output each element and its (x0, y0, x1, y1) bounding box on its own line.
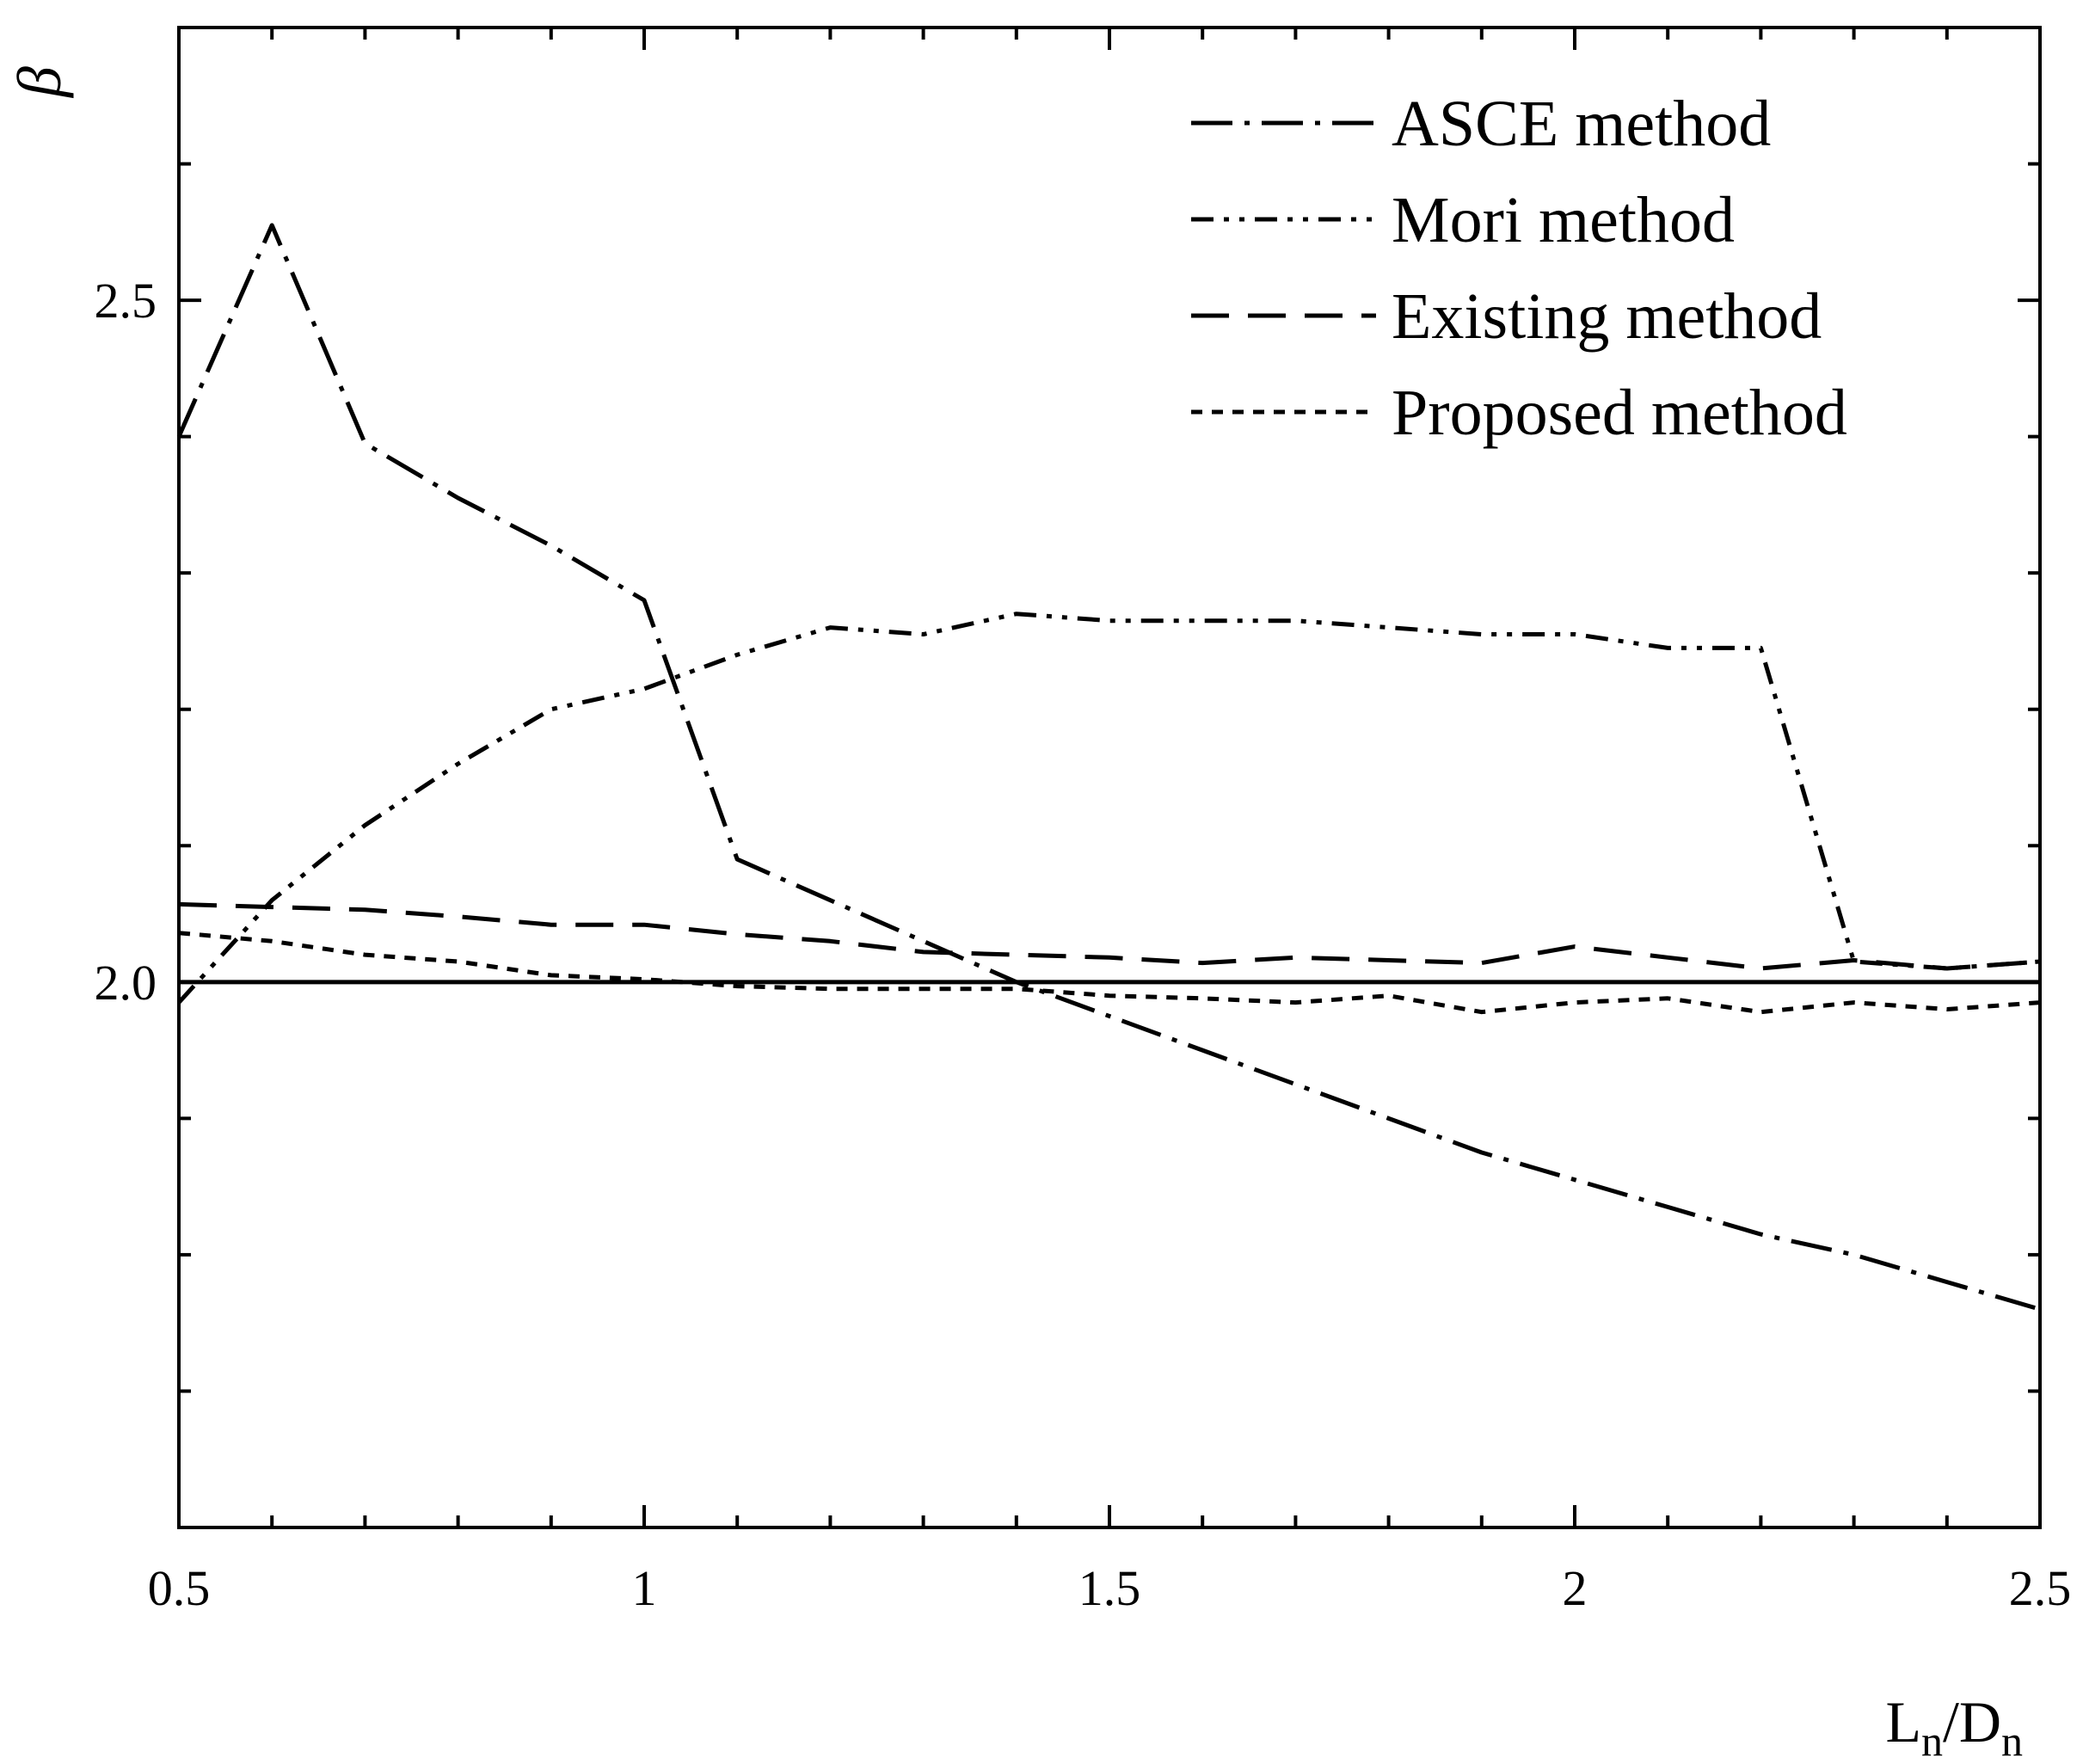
x-axis-label-main: L (1885, 1689, 1921, 1755)
series-line-asce-method (176, 223, 2041, 1312)
series-layer (176, 223, 2041, 1312)
x-axis-label-sub1: n (1921, 1717, 1943, 1764)
tick-labels: 0.5 1 1.5 2 2.5 2.0 2.5 (95, 273, 2072, 1616)
y-axis-label: β (5, 66, 74, 99)
x-tick-label: 2.5 (2009, 1560, 2072, 1616)
legend: ASCE method Mori method Existing method Pro… (1191, 88, 1847, 449)
x-tick-label: 0.5 (148, 1560, 211, 1616)
x-tick-label: 2 (1563, 1560, 1588, 1616)
series-line-proposed-method (178, 931, 2041, 1015)
series-line-existing-method (178, 901, 2041, 971)
y-tick-label: 2.0 (95, 955, 157, 1011)
series-line-mori-method (177, 612, 2041, 1005)
x-axis-label-sep: /D (1943, 1689, 2001, 1755)
legend-label-existing-method: Existing method (1392, 280, 1822, 353)
legend-label-mori-method: Mori method (1392, 184, 1735, 256)
x-axis-label-sub2: n (2001, 1717, 2023, 1764)
plot-frame (177, 26, 2042, 1529)
legend-label-asce-method: ASCE method (1392, 88, 1771, 160)
y-tick-label: 2.5 (95, 273, 157, 329)
x-axis-label: Ln/Dn (1885, 1689, 2023, 1764)
legend-label-proposed-method: Proposed method (1392, 377, 1847, 449)
x-tick-label: 1.5 (1078, 1560, 1141, 1616)
x-tick-label: 1 (632, 1560, 657, 1616)
